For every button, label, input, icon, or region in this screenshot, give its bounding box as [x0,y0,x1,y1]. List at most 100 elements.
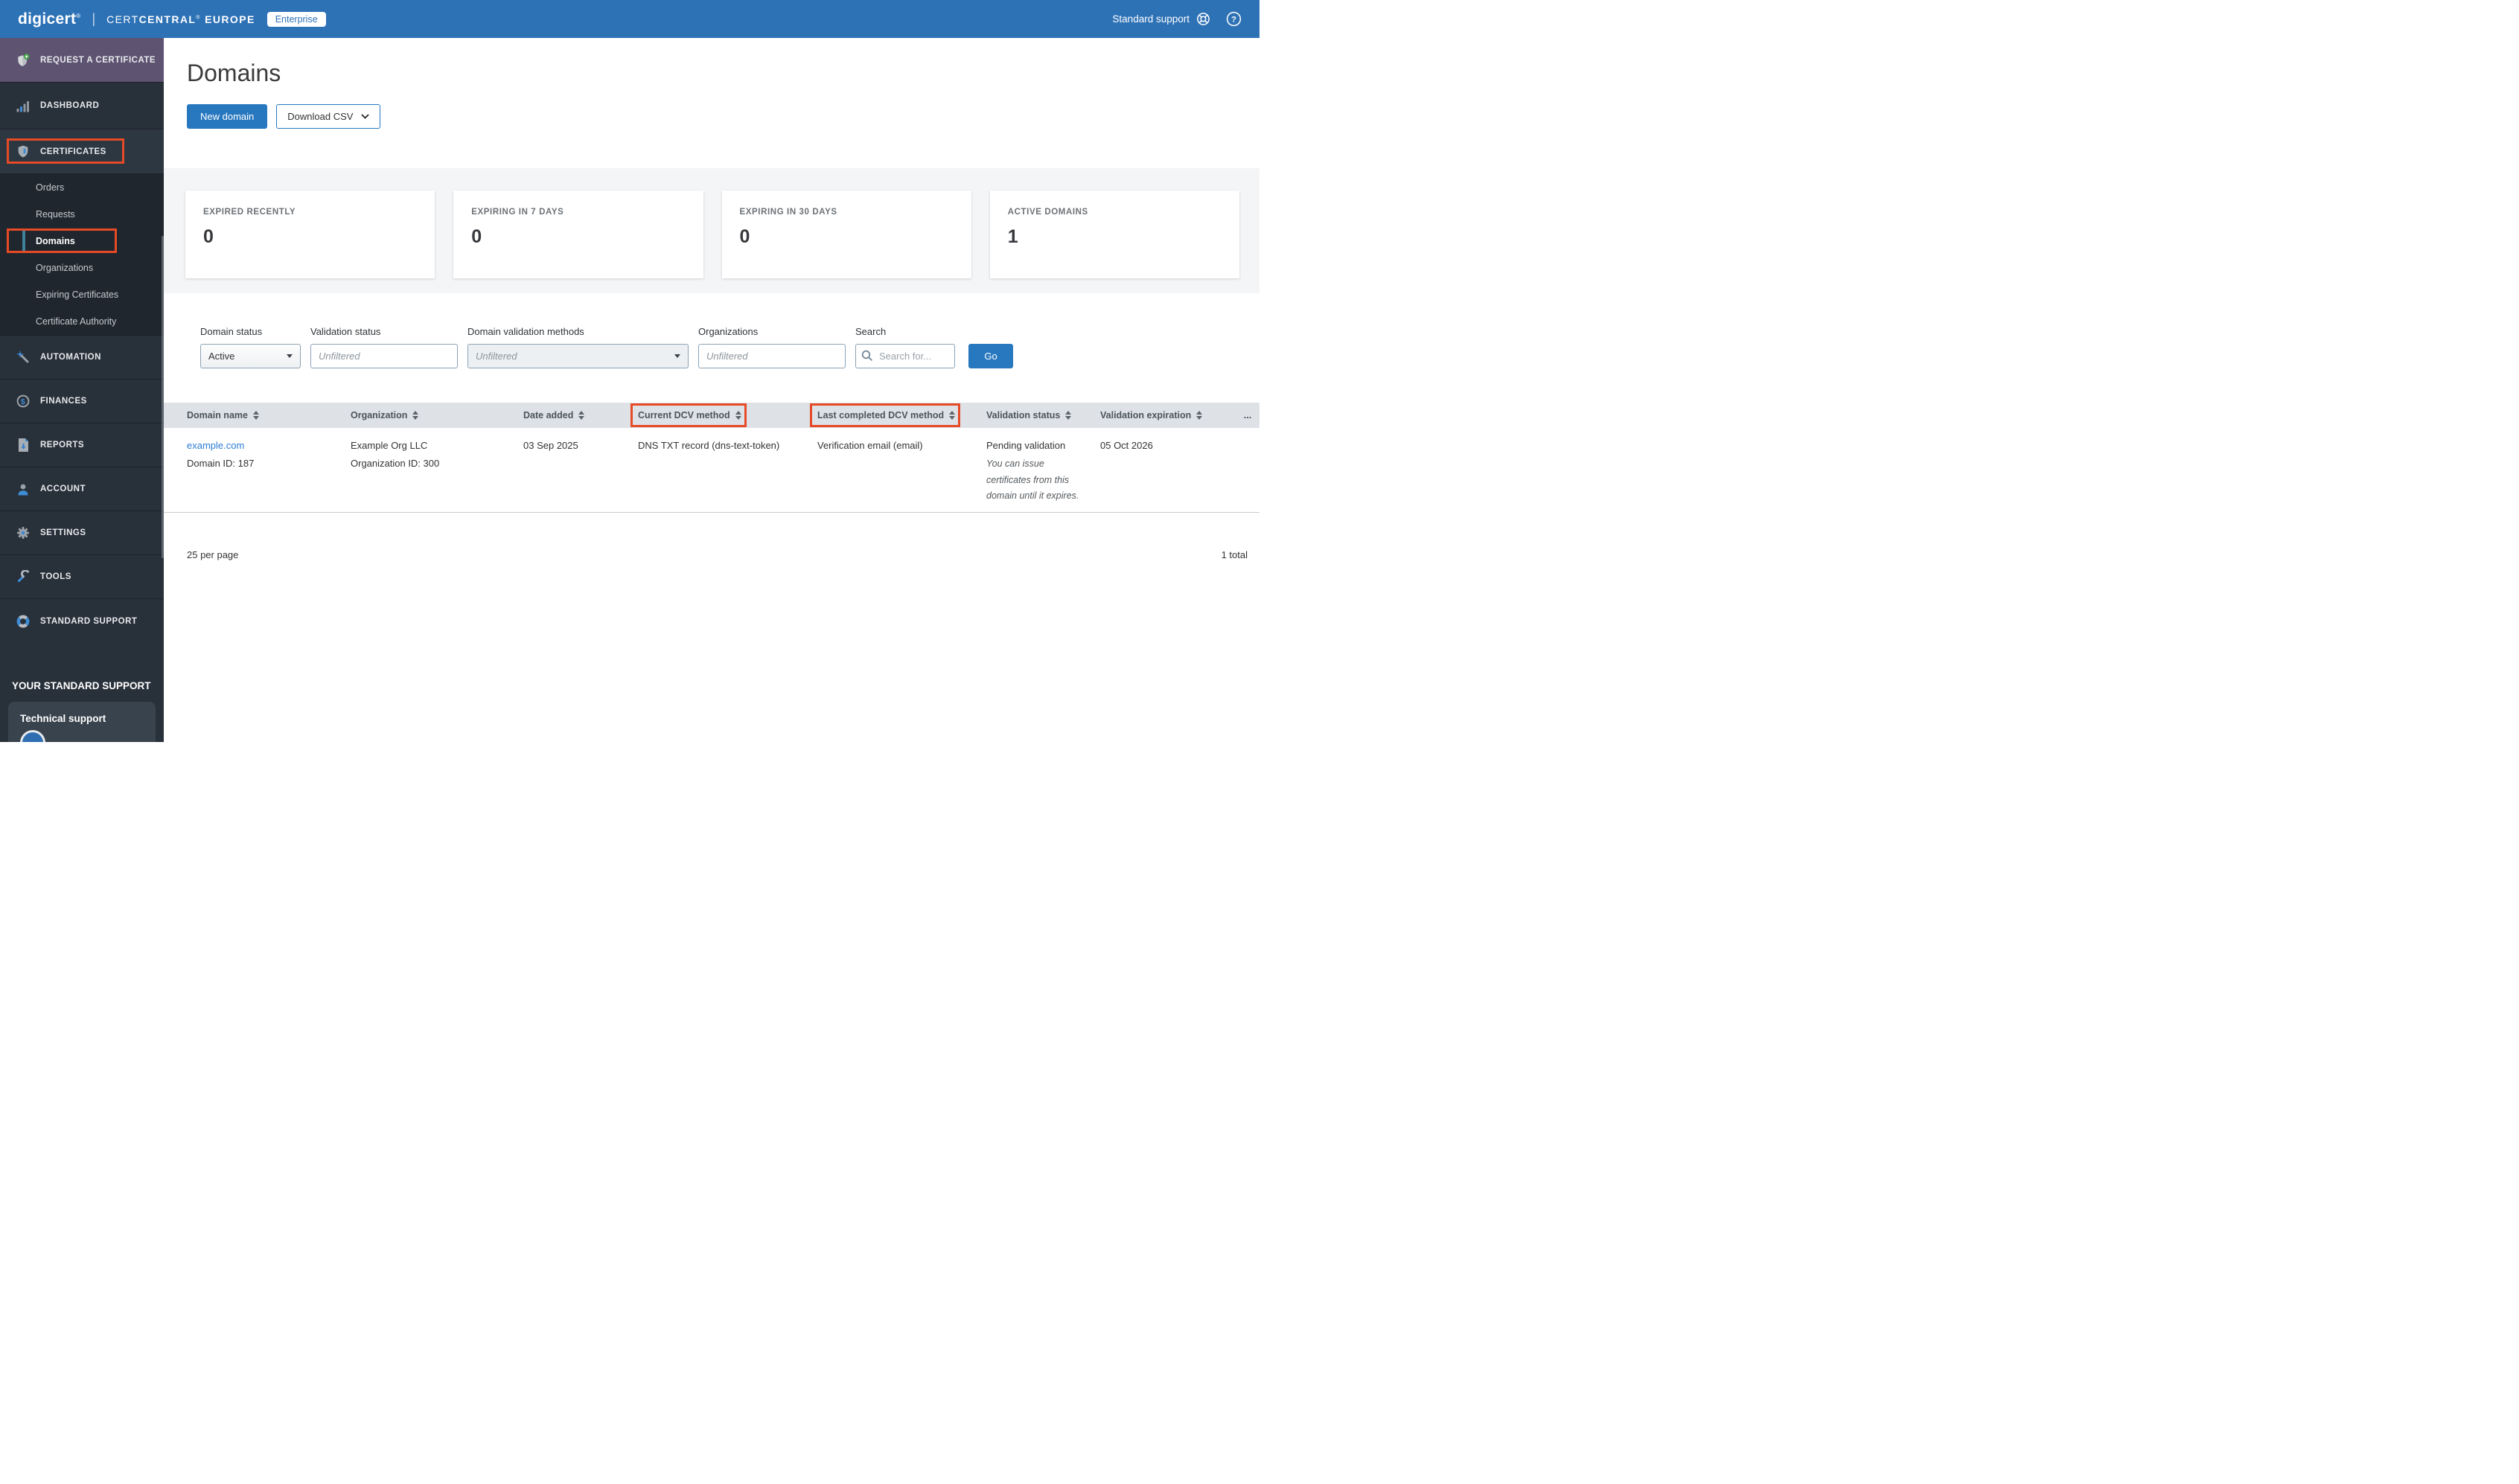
filter-bar: Domain status Active Validation status D… [164,326,1260,368]
domain-link[interactable]: example.com [187,440,245,451]
cell-domain: example.com Domain ID: 187 [164,440,351,505]
column-header-domain-name[interactable]: Domain name [164,410,351,420]
life-ring-icon [16,615,31,628]
wrench-icon [16,570,31,583]
sidebar-item-finances[interactable]: $ FINANCES [0,380,164,423]
help-icon[interactable]: ? [1226,11,1242,27]
stat-value: 1 [1007,226,1018,247]
cell-organization: Example Org LLC Organization ID: 300 [351,440,523,505]
sidebar: REQUEST A CERTIFICATE DASHBOARD CERT [0,38,164,742]
person-icon [16,483,31,496]
stat-label: EXPIRING IN 30 DAYS [739,208,837,217]
enterprise-badge: Enterprise [266,11,326,27]
sidebar-item-request-certificate[interactable]: REQUEST A CERTIFICATE [0,38,164,83]
total-count: 1 total [1221,548,1248,560]
sidebar-item-label: TOOLS [40,572,71,581]
organizations-input[interactable] [698,344,846,368]
sidebar-item-certificates[interactable]: CERTIFICATES [0,129,164,174]
search-input[interactable] [855,344,955,368]
sort-icon [412,411,419,420]
active-item-indicator [22,231,25,252]
stat-value: 0 [739,226,750,247]
sort-icon [1065,411,1072,420]
standard-support-label[interactable]: Standard support [1112,13,1190,25]
sidebar-item-automation[interactable]: AUTOMATION [0,336,164,380]
bar-chart-icon [16,100,31,112]
certificates-shield-icon [16,144,31,159]
cell-validation-expiration: 05 Oct 2026 [1100,440,1153,451]
sidebar-item-label: AUTOMATION [40,353,101,362]
validation-note: You can issue certificates from this dom… [986,458,1079,501]
column-header-more[interactable]: ... [1243,410,1252,420]
sidebar-item-label: STANDARD SUPPORT [40,616,138,626]
column-header-validation-status[interactable]: Validation status [986,410,1100,420]
sort-icon [735,411,741,420]
search-label: Search [855,326,887,337]
per-page-selector[interactable]: 25 per page [187,548,239,560]
column-header-validation-expiration[interactable]: Validation expiration [1100,410,1236,420]
product-name: CERTCENTRAL® EUROPE [106,13,255,25]
svg-text:$: $ [21,397,25,406]
sidebar-item-dashboard[interactable]: DASHBOARD [0,83,164,129]
column-header-organization[interactable]: Organization [351,410,523,420]
cell-more [1236,440,1260,505]
sidebar-item-settings[interactable]: SETTINGS [0,511,164,555]
cell-date-added: 03 Sep 2025 [523,440,578,451]
sidebar-item-account[interactable]: ACCOUNT [0,467,164,511]
stats-band: EXPIRED RECENTLY 0 EXPIRING IN 7 DAYS 0 … [164,168,1260,293]
domain-status-label: Domain status [200,326,263,337]
stat-value: 0 [203,226,214,247]
sidebar-item-tools[interactable]: TOOLS [0,555,164,599]
validation-status-label: Validation status [310,326,381,337]
stat-card-expired-recently: EXPIRED RECENTLY 0 [185,191,435,278]
sidebar-item-certificate-authority[interactable]: Certificate Authority [36,316,117,327]
sidebar-item-standard-support[interactable]: STANDARD SUPPORT [0,599,164,643]
stat-card-expiring-7-days: EXPIRING IN 7 DAYS 0 [453,191,703,278]
organizations-label: Organizations [698,326,759,337]
sort-icon [578,411,585,420]
page-title: Domains [187,60,281,86]
sidebar-item-label: REQUEST A CERTIFICATE [40,55,156,65]
sidebar-item-label: DASHBOARD [40,101,100,110]
sidebar-item-label: FINANCES [40,397,87,406]
certcentral-app: digicert® | CERTCENTRAL® EUROPE Enterpri… [0,0,1260,742]
sort-icon [949,411,956,420]
download-csv-button[interactable]: Download CSV [276,104,381,129]
gear-icon [16,526,31,540]
search-icon [861,350,873,365]
sidebar-item-reports[interactable]: REPORTS [0,423,164,467]
technical-support-card[interactable]: Technical support [8,702,156,742]
go-button[interactable]: Go [968,344,1013,368]
column-header-last-completed-dcv-method[interactable]: Last completed DCV method [810,403,986,427]
domain-validation-methods-label: Domain validation methods [467,326,584,337]
sidebar-item-requests[interactable]: Requests [36,209,75,220]
sidebar-item-label: ACCOUNT [40,484,86,493]
support-section-heading: YOUR STANDARD SUPPORT [12,680,151,691]
stat-card-expiring-30-days: EXPIRING IN 30 DAYS 0 [721,191,971,278]
sidebar-item-expiring-certificates[interactable]: Expiring Certificates [36,290,119,300]
stat-value: 0 [471,226,482,247]
sidebar-item-domains[interactable]: Domains [0,228,164,255]
brand-divider: | [92,11,96,26]
caret-down-icon [287,354,293,358]
life-ring-icon[interactable] [1196,12,1210,26]
cell-current-dcv-method: DNS TXT record (dns-text-token) [638,440,780,451]
sidebar-item-orders[interactable]: Orders [36,182,65,193]
domain-validation-methods-select[interactable]: Unfiltered [467,344,689,368]
stat-card-active-domains: ACTIVE DOMAINS 1 [989,191,1239,278]
validation-status-input[interactable] [310,344,458,368]
sidebar-scrollbar[interactable] [162,236,164,558]
table-footer: 25 per page 1 total [164,549,1260,560]
column-header-date-added[interactable]: Date added [523,410,630,420]
stat-label: ACTIVE DOMAINS [1007,208,1088,217]
magic-wand-icon [16,351,31,364]
main-content: Domains New domain Download CSV EXPIRED … [164,38,1260,742]
shield-plus-icon [16,53,31,68]
column-header-current-dcv-method[interactable]: Current DCV method [630,403,810,427]
support-avatar [20,730,45,742]
sidebar-item-organizations[interactable]: Organizations [36,263,94,273]
new-domain-button[interactable]: New domain [187,104,268,129]
digicert-logo: digicert® [18,10,81,28]
domain-status-select[interactable]: Active [200,344,301,368]
stat-label: EXPIRED RECENTLY [203,208,296,217]
